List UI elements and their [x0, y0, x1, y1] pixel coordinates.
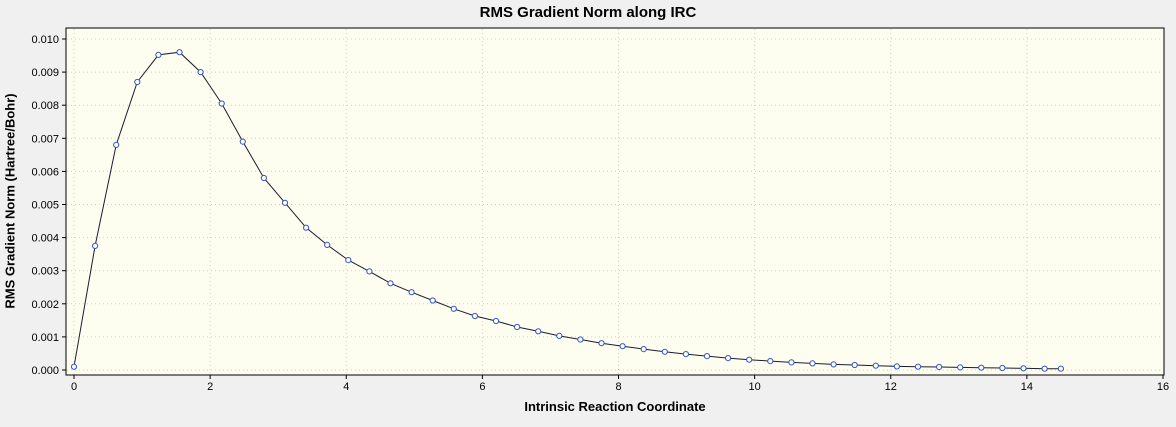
y-tick-label: 0.010 [31, 34, 59, 46]
data-point-marker [408, 289, 415, 296]
data-point-marker [767, 358, 774, 365]
data-point-marker [851, 361, 858, 369]
plot-frame [65, 27, 1165, 376]
data-point-marker [788, 359, 795, 366]
data-point-marker [577, 336, 584, 343]
data-point-marker [281, 199, 289, 206]
data-point-marker [345, 257, 352, 264]
data-point-marker [1057, 365, 1065, 372]
data-point-marker [155, 51, 162, 59]
x-tick-label: 10 [749, 381, 761, 393]
data-point-marker [471, 312, 478, 320]
data-point-marker [113, 141, 120, 148]
data-point-marker [619, 343, 626, 350]
y-tick-label: 0.002 [31, 299, 59, 311]
y-tick-label: 0.004 [31, 233, 59, 245]
y-tick-label: 0.005 [31, 200, 59, 212]
data-point-marker [957, 364, 964, 371]
x-tick-label: 6 [479, 381, 485, 393]
data-point-marker [70, 363, 78, 370]
data-point-marker [324, 241, 331, 248]
data-point-marker [703, 353, 711, 360]
x-tick-label: 14 [1021, 381, 1033, 393]
data-point-marker [134, 78, 141, 86]
data-point-marker [239, 138, 246, 145]
data-point-marker [450, 305, 457, 312]
data-point-marker [1020, 365, 1027, 372]
data-point-marker [661, 348, 668, 355]
y-tick-label: 0.003 [31, 266, 59, 278]
data-point-marker [598, 340, 605, 347]
chart-title: RMS Gradient Norm along IRC [479, 4, 697, 21]
data-point-marker [260, 174, 267, 182]
data-point-marker [830, 361, 837, 368]
data-point-marker [640, 346, 647, 353]
data-point-marker [999, 364, 1006, 372]
data-point-marker [92, 242, 99, 249]
y-tick-label: 0.006 [31, 166, 59, 178]
data-point-marker [809, 360, 816, 367]
y-tick-label: 0.009 [31, 67, 59, 79]
data-point-marker [429, 297, 436, 304]
y-tick-label: 0.000 [31, 365, 59, 377]
x-tick-label: 12 [885, 381, 897, 393]
y-tick-label: 0.008 [31, 100, 59, 112]
x-axis-label: Intrinsic Reaction Coordinate [524, 399, 706, 414]
data-point-marker [218, 100, 225, 107]
data-point-marker [535, 328, 542, 335]
x-tick-label: 0 [71, 381, 77, 393]
data-point-marker [1041, 365, 1048, 372]
data-point-marker [746, 356, 753, 363]
data-point-marker [176, 49, 183, 56]
data-point-marker [197, 69, 204, 76]
x-tick-label: 4 [343, 381, 349, 393]
x-tick-label: 16 [1157, 381, 1169, 393]
x-tick-label: 8 [615, 381, 621, 393]
data-point-marker [492, 317, 500, 325]
data-point-marker [387, 280, 394, 287]
data-point-marker [936, 363, 943, 371]
data-point-marker [682, 351, 690, 358]
y-tick-label: 0.001 [31, 332, 59, 344]
y-tick-label: 0.007 [31, 133, 59, 145]
data-point-marker [872, 362, 879, 369]
x-tick-label: 2 [207, 381, 213, 393]
data-point-marker [978, 364, 985, 371]
data-point-marker [914, 363, 922, 370]
plot-background [66, 28, 1164, 375]
data-point-marker [366, 268, 373, 275]
data-point-marker [556, 332, 563, 339]
data-point-marker [893, 363, 901, 370]
data-point-marker [725, 355, 732, 362]
series-line [73, 51, 1061, 370]
data-point-marker [303, 224, 310, 231]
data-point-marker [514, 323, 521, 331]
